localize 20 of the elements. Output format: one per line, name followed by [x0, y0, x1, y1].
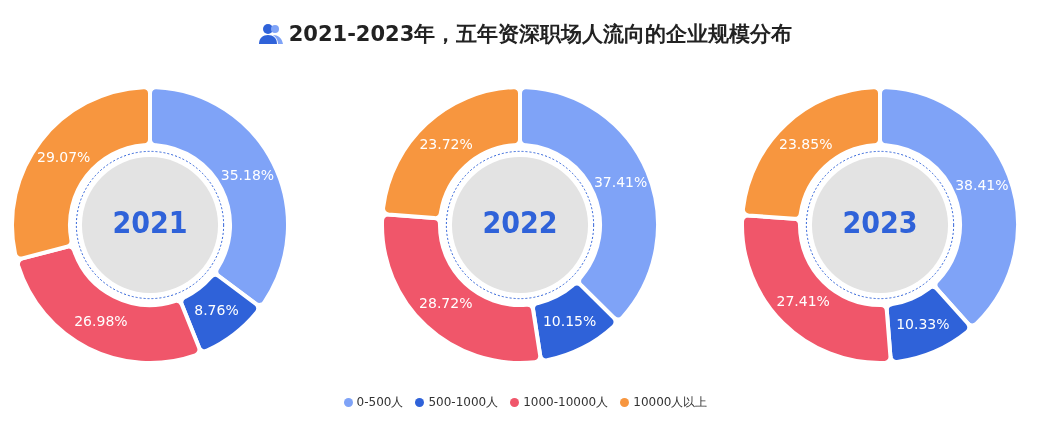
data-label: 10.15% — [542, 312, 597, 329]
data-label: 10.33% — [896, 315, 950, 332]
legend-label: 1000-10000人 — [523, 394, 609, 411]
text: 2021-2023年，五年资深职场人流向的企业规模分布 — [288, 21, 793, 48]
data-label: 37.41% — [593, 173, 648, 190]
data-label: 29.07% — [37, 149, 91, 166]
data-label: 23.72% — [419, 135, 473, 152]
data-label: 26.98% — [74, 312, 128, 329]
legend-label: 0-500人 — [356, 394, 404, 411]
legend-label: 10000人以上 — [633, 394, 708, 411]
data-label: 35.18% — [220, 166, 275, 183]
data-label: 28.72% — [419, 295, 473, 312]
data-label: 23.85% — [779, 135, 833, 152]
data-label: 38.41% — [955, 176, 1009, 193]
text: 2021 — [112, 204, 188, 240]
text: 2023 — [842, 204, 918, 240]
data-label: 8.76% — [194, 302, 239, 319]
text: 2022 — [482, 204, 558, 240]
data-label: 27.41% — [776, 293, 830, 309]
legend-label: 500-1000人 — [428, 394, 499, 411]
